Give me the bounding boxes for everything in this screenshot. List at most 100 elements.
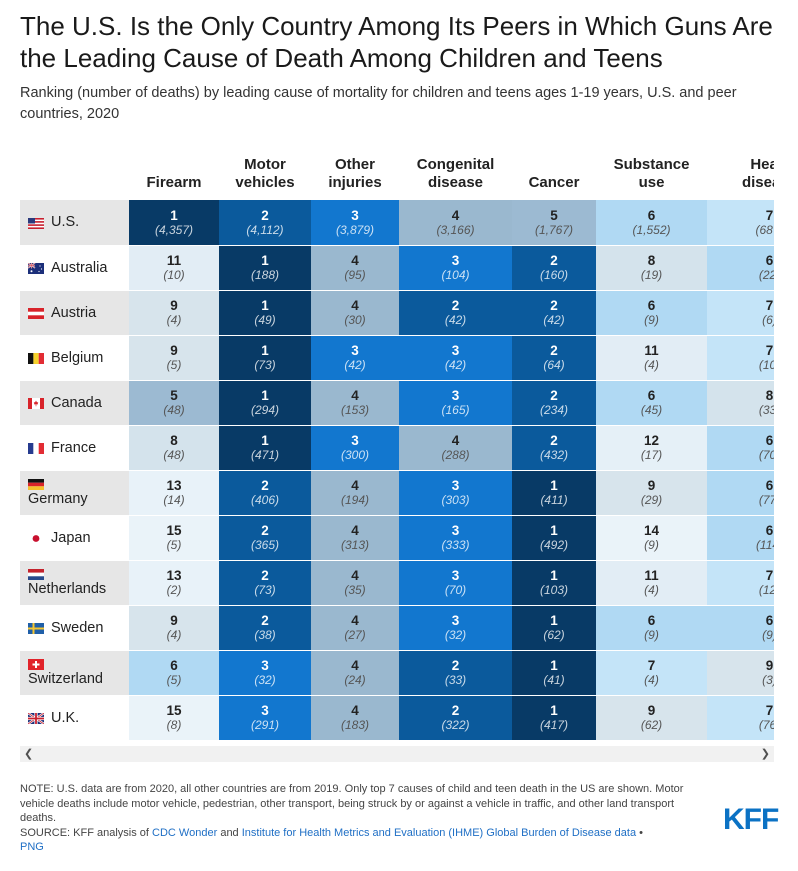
rank-value: 8 — [647, 253, 656, 268]
rank-value: 2 — [261, 523, 269, 538]
deaths-value: (165) — [441, 403, 470, 417]
rank-value: 8 — [170, 433, 178, 448]
rank-value: 9 — [647, 703, 656, 718]
deaths-value: (64) — [543, 358, 565, 372]
rank-cell: 3 (165) — [399, 380, 512, 426]
rank-value: 6 — [647, 207, 656, 223]
rank-cell: 8 (19) — [596, 245, 707, 291]
rank-value: 12 — [643, 433, 660, 448]
rank-cell: 6 (1,552) — [596, 200, 707, 246]
rank-value: 11 — [166, 253, 182, 268]
deaths-value: (3,166) — [436, 222, 475, 237]
country-cell: Belgium — [20, 335, 129, 381]
chart-title: The U.S. Is the Only Country Among Its P… — [20, 11, 773, 73]
rank-cell: 1 (492) — [512, 515, 596, 561]
rank-cell: 2 (38) — [219, 605, 311, 651]
scroll-right-icon[interactable]: ❯ — [760, 748, 770, 760]
rank-value: 2 — [261, 568, 269, 583]
rank-value: 2 — [261, 613, 269, 628]
rank-value: 1 — [550, 658, 558, 673]
deaths-value: (8) — [166, 718, 182, 732]
rank-cell: 1 (41) — [512, 650, 596, 696]
country-cell: Germany — [20, 470, 129, 516]
deaths-value: (9) — [762, 628, 774, 642]
deaths-value: (313) — [340, 538, 369, 552]
rank-value: 4 — [351, 478, 359, 493]
deaths-value: (5) — [166, 358, 182, 372]
column-header-line2: Firearm — [146, 174, 202, 191]
rank-value: 2 — [451, 703, 460, 718]
rank-value: 1 — [261, 253, 269, 268]
rank-value: 2 — [451, 298, 460, 313]
rank-cell: 9 (4) — [129, 290, 219, 336]
country-name: Japan — [51, 529, 91, 546]
deaths-value: (183) — [340, 718, 369, 732]
rank-cell: 1 (49) — [219, 290, 311, 336]
rank-value: 7 — [765, 207, 774, 223]
ranking-table-viewport[interactable]: Firearm Motor vehicles Other injuries Congeni… — [20, 150, 774, 746]
deaths-value: (38) — [254, 628, 276, 642]
country-cell: U.K. — [20, 695, 129, 741]
ihme-link[interactable]: Institute for Health Metrics and Evaluat… — [241, 826, 637, 839]
rank-cell: 6(9) — [596, 290, 707, 336]
deaths-value: (42) — [543, 313, 565, 327]
deaths-value: (62) — [640, 718, 663, 732]
horizontal-scrollbar[interactable]: ❮ ❯ — [20, 746, 774, 762]
deaths-value: (432) — [539, 448, 568, 462]
deaths-value: (9) — [644, 628, 659, 642]
deaths-value: (5) — [166, 673, 182, 687]
deaths-value: (492) — [539, 538, 568, 552]
deaths-value: (104) — [441, 268, 470, 282]
deaths-value: (22) — [758, 268, 774, 282]
canada-flag-icon — [28, 397, 44, 409]
deaths-value: (406) — [250, 493, 279, 507]
rank-cell: 3 (32) — [399, 605, 512, 651]
country-name: Sweden — [51, 619, 104, 636]
rank-cell: 1 (103) — [512, 560, 596, 606]
rank-cell: 4 (153) — [311, 380, 399, 426]
rank-cell: 4 (183) — [311, 695, 399, 741]
deaths-value: (160) — [539, 268, 568, 282]
rank-cell: 2 (322) — [399, 695, 512, 741]
deaths-value: (14) — [163, 493, 185, 507]
rank-value: 15 — [166, 703, 182, 718]
rank-value: 2 — [550, 343, 558, 358]
country-name: U.K. — [51, 709, 80, 726]
column-header-line2: vehicles — [235, 174, 295, 191]
corner-header — [20, 150, 129, 200]
rank-value: 5 — [550, 207, 558, 223]
country-label-wrap: Sweden — [28, 620, 129, 636]
rank-value: 1 — [550, 613, 558, 628]
table-row: Belgium9(5)1(73)3(42)3(42)2(64)11(4)7(10… — [20, 335, 774, 381]
deaths-value: (29) — [640, 493, 663, 507]
deaths-value: (153) — [340, 403, 369, 417]
scroll-left-icon[interactable]: ❮ — [24, 748, 34, 760]
footer-png-line: PNG — [20, 840, 710, 855]
rank-value: 2 — [550, 298, 558, 313]
deaths-value: (32) — [254, 673, 276, 687]
cdc-wonder-link[interactable]: CDC Wonder — [152, 826, 218, 839]
rank-cell: 5 (48) — [129, 380, 219, 426]
footer-notes: NOTE: U.S. data are from 2020, all other… — [20, 782, 710, 855]
rank-value: 7 — [765, 343, 774, 358]
rank-cell: 1 (411) — [512, 470, 596, 516]
png-link[interactable]: PNG — [20, 841, 44, 853]
source-and: and — [217, 826, 242, 839]
column-header: Substance use — [596, 150, 707, 200]
rank-cell: 7 (4) — [596, 650, 707, 696]
rank-cell: 11 (4) — [596, 560, 707, 606]
rank-value: 1 — [170, 207, 178, 223]
deaths-value: (42) — [344, 358, 366, 372]
rank-value: 7 — [765, 703, 774, 718]
deaths-value: (1,767) — [534, 222, 574, 237]
deaths-value: (76) — [758, 718, 774, 732]
country-label-wrap: Germany — [28, 478, 129, 507]
rank-value: 6 — [647, 613, 656, 628]
country-name: Belgium — [51, 349, 104, 366]
deaths-value: (27) — [344, 628, 366, 642]
rank-value: 1 — [550, 523, 558, 538]
deaths-value: (2) — [166, 583, 182, 597]
rank-cell: 7(687) — [707, 200, 774, 246]
deaths-value: (3,879) — [335, 222, 375, 237]
deaths-value: (70) — [758, 448, 774, 462]
